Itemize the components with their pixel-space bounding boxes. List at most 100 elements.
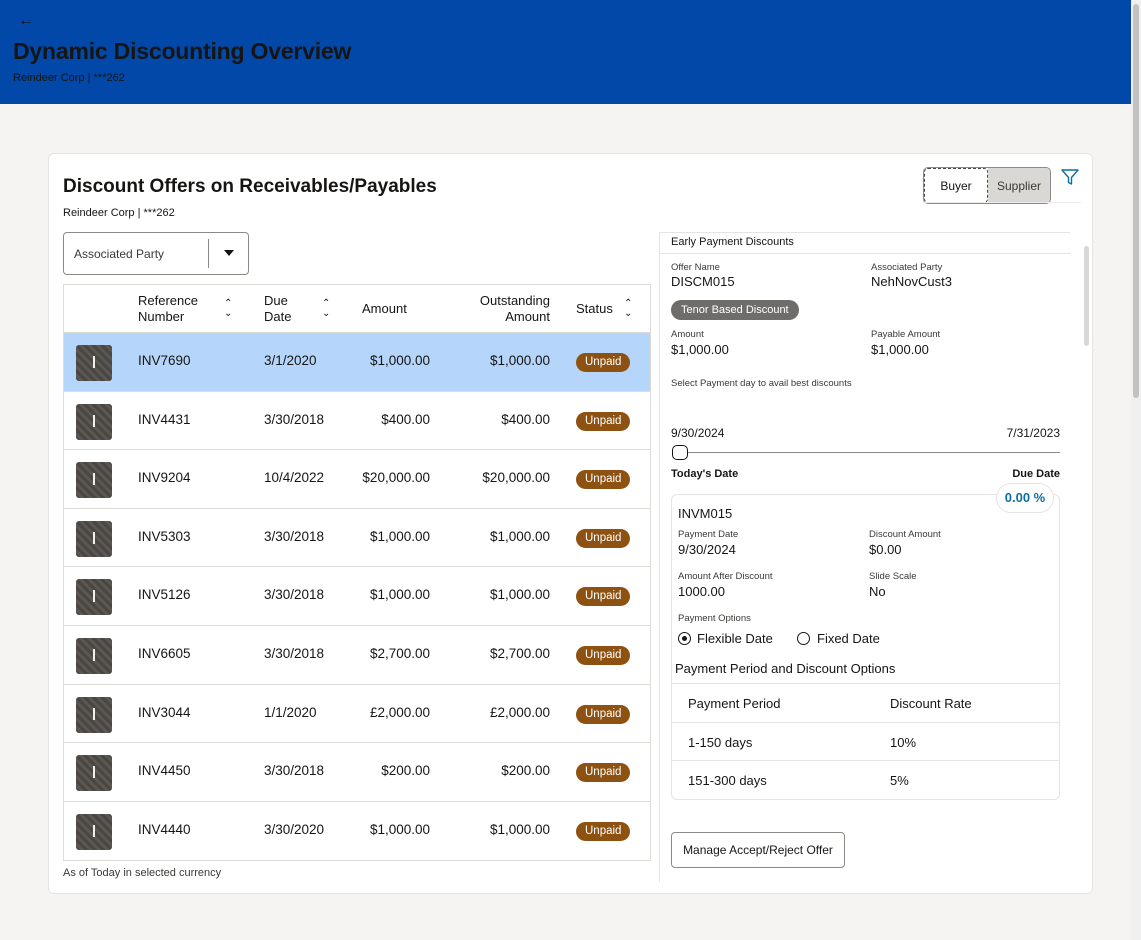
status-badge: Unpaid: [576, 470, 631, 490]
status-badge: Unpaid: [576, 528, 631, 548]
amount-value: $1,000.00: [671, 342, 729, 357]
associated-party-value: NehNovCust3: [871, 274, 952, 289]
col-header-outstanding: Outstanding Amount: [464, 293, 550, 325]
sort-updown-icon[interactable]: ⌃ ⌄: [224, 298, 233, 319]
flexible-date-radio[interactable]: [678, 632, 691, 645]
manage-accept-reject-button[interactable]: Manage Accept/Reject Offer: [671, 832, 845, 868]
slider-start-date: 9/30/2024: [671, 426, 725, 440]
table-row[interactable]: INV5303 3/30/2018 $1,000.00 $1,000.00 Unpaid: [64, 508, 650, 568]
table-row[interactable]: INV9204 10/4/2022 $20,000.00 $20,000.00 Unpa…: [64, 450, 650, 509]
panel-scrollbar[interactable]: [1084, 236, 1090, 881]
associated-party-label: Associated Party: [871, 262, 943, 273]
payable-amount-value: $1,000.00: [871, 342, 929, 357]
outstanding-amount: $1,000.00: [489, 528, 550, 544]
table-footnote: As of Today in selected currency: [63, 867, 222, 879]
document-thumbnail-icon[interactable]: [76, 696, 112, 733]
due-date: 3/30/2018: [264, 763, 325, 779]
sort-updown-icon[interactable]: ⌃ ⌄: [322, 298, 331, 319]
discount-amount-value: $0.00: [869, 542, 902, 557]
outstanding-amount: $2,700.00: [489, 645, 550, 661]
document-thumbnail-icon[interactable]: [76, 345, 112, 381]
flexible-date-label[interactable]: Flexible Date: [697, 631, 773, 646]
table-header: Reference Number ⌃ ⌄ Due Date ⌃ ⌄ Amount O…: [64, 285, 650, 333]
col-header-due-date: Due Date: [264, 293, 291, 325]
period-value: 1-150 days: [688, 734, 753, 750]
slide-scale-value: No: [869, 584, 886, 599]
table-row[interactable]: INV4431 3/30/2018 $400.00 $400.00 Unpaid: [64, 391, 650, 451]
due-date: 3/30/2018: [264, 528, 325, 544]
document-thumbnail-icon[interactable]: [76, 637, 112, 674]
amount: $1,000.00: [369, 353, 430, 368]
outstanding-amount: $400.00: [501, 411, 550, 427]
reference-number: INV9204: [138, 470, 191, 486]
sort-updown-icon[interactable]: ⌃ ⌄: [624, 298, 633, 319]
card-title: Discount Offers on Receivables/Payables: [63, 176, 437, 197]
amount: $1,000.00: [369, 587, 430, 603]
amount: $2,700.00: [369, 645, 430, 661]
reference-number: INV5303: [138, 528, 191, 544]
status-badge: Unpaid: [576, 821, 631, 841]
period-row: 151-300 days 5%: [672, 761, 1059, 800]
table-row[interactable]: INV4450 3/30/2018 $200.00 $200.00 Unpaid: [64, 743, 650, 802]
reference-number: INV4431: [138, 411, 191, 427]
tenor-discount-badge: Tenor Based Discount: [671, 300, 799, 320]
status-badge: Unpaid: [576, 645, 631, 665]
select-day-hint: Select Payment day to avail best discoun…: [671, 378, 852, 389]
dropdown-label: Associated Party: [74, 247, 165, 261]
invoice-id: INVM015: [678, 506, 733, 521]
document-thumbnail-icon[interactable]: [76, 403, 112, 440]
after-discount-value: 1000.00: [678, 584, 725, 599]
document-thumbnail-icon[interactable]: [76, 813, 112, 850]
outstanding-amount: $200.00: [501, 763, 550, 779]
amount: $1,000.00: [369, 821, 430, 837]
payment-day-slider-handle[interactable]: [672, 445, 688, 460]
invoices-table: Reference Number ⌃ ⌄ Due Date ⌃ ⌄ Amount O…: [63, 284, 651, 862]
app-header: ← Dynamic Discounting Overview Reindeer …: [0, 0, 1131, 104]
divider: [923, 202, 1081, 203]
reference-number: INV5126: [138, 587, 191, 603]
table-row[interactable]: INV5126 3/30/2018 $1,000.00 $1,000.00 Unpaid: [64, 567, 650, 626]
todays-date-label: Today's Date: [671, 468, 739, 480]
document-thumbnail-icon[interactable]: [76, 462, 112, 499]
discount-amount-label: Discount Amount: [869, 529, 941, 540]
outstanding-amount: £2,000.00: [489, 704, 550, 720]
table-row[interactable]: INV3044 1/1/2020 £2,000.00 £2,000.00 Unpaid: [64, 684, 650, 744]
table-row[interactable]: INV4440 3/30/2020 $1,000.00 $1,000.00 Unpaid: [64, 801, 650, 861]
reference-number: INV7690: [138, 353, 191, 368]
table-row[interactable]: INV6605 3/30/2018 $2,700.00 $2,700.00 Unpaid: [64, 625, 650, 685]
page-scrollbar[interactable]: [1131, 0, 1141, 940]
page-scrollbar-thumb[interactable]: [1133, 4, 1139, 398]
associated-party-dropdown[interactable]: Associated Party: [63, 232, 249, 275]
col-header-reference: Reference Number: [138, 293, 198, 325]
reference-number: INV4440: [138, 821, 191, 837]
amount: $200.00: [381, 763, 430, 779]
col-header-due-line2: Date: [264, 309, 292, 324]
fixed-date-label[interactable]: Fixed Date: [817, 631, 880, 646]
offer-name-label: Offer Name: [671, 262, 720, 273]
outstanding-amount: $1,000.00: [489, 353, 550, 368]
offer-name-value: DISCM015: [671, 274, 735, 289]
fixed-date-radio[interactable]: [797, 632, 810, 645]
document-thumbnail-icon[interactable]: [76, 579, 112, 616]
table-row[interactable]: INV7690 3/1/2020 $1,000.00 $1,000.00 Unpaid: [64, 333, 650, 392]
arrow-left-icon[interactable]: ←: [18, 12, 34, 29]
outstanding-amount: $20,000.00: [482, 470, 550, 486]
col-header-reference-line2: Number: [138, 309, 185, 324]
funnel-icon[interactable]: [1060, 167, 1080, 187]
period-value: 151-300 days: [688, 773, 767, 788]
document-thumbnail-icon[interactable]: [76, 755, 112, 792]
payment-date-label: Payment Date: [678, 529, 739, 540]
amount: $1,000.00: [369, 528, 430, 544]
buyer-supplier-toggle: Buyer Supplier: [923, 167, 1051, 204]
buyer-toggle-button[interactable]: Buyer: [924, 168, 988, 203]
period-header: Payment Period: [688, 696, 781, 711]
col-header-status: Status: [576, 301, 613, 316]
document-thumbnail-icon[interactable]: [76, 520, 112, 557]
payment-day-slider-track[interactable]: [672, 452, 1060, 453]
panel-scrollbar-thumb[interactable]: [1084, 246, 1089, 346]
supplier-toggle-button[interactable]: Supplier: [988, 168, 1050, 203]
panel-title: Early Payment Discounts: [660, 233, 1071, 254]
col-header-outstanding-line2: Amount: [505, 309, 550, 324]
slider-end-date: 7/31/2023: [1006, 426, 1060, 440]
amount-label: Amount: [671, 329, 704, 340]
